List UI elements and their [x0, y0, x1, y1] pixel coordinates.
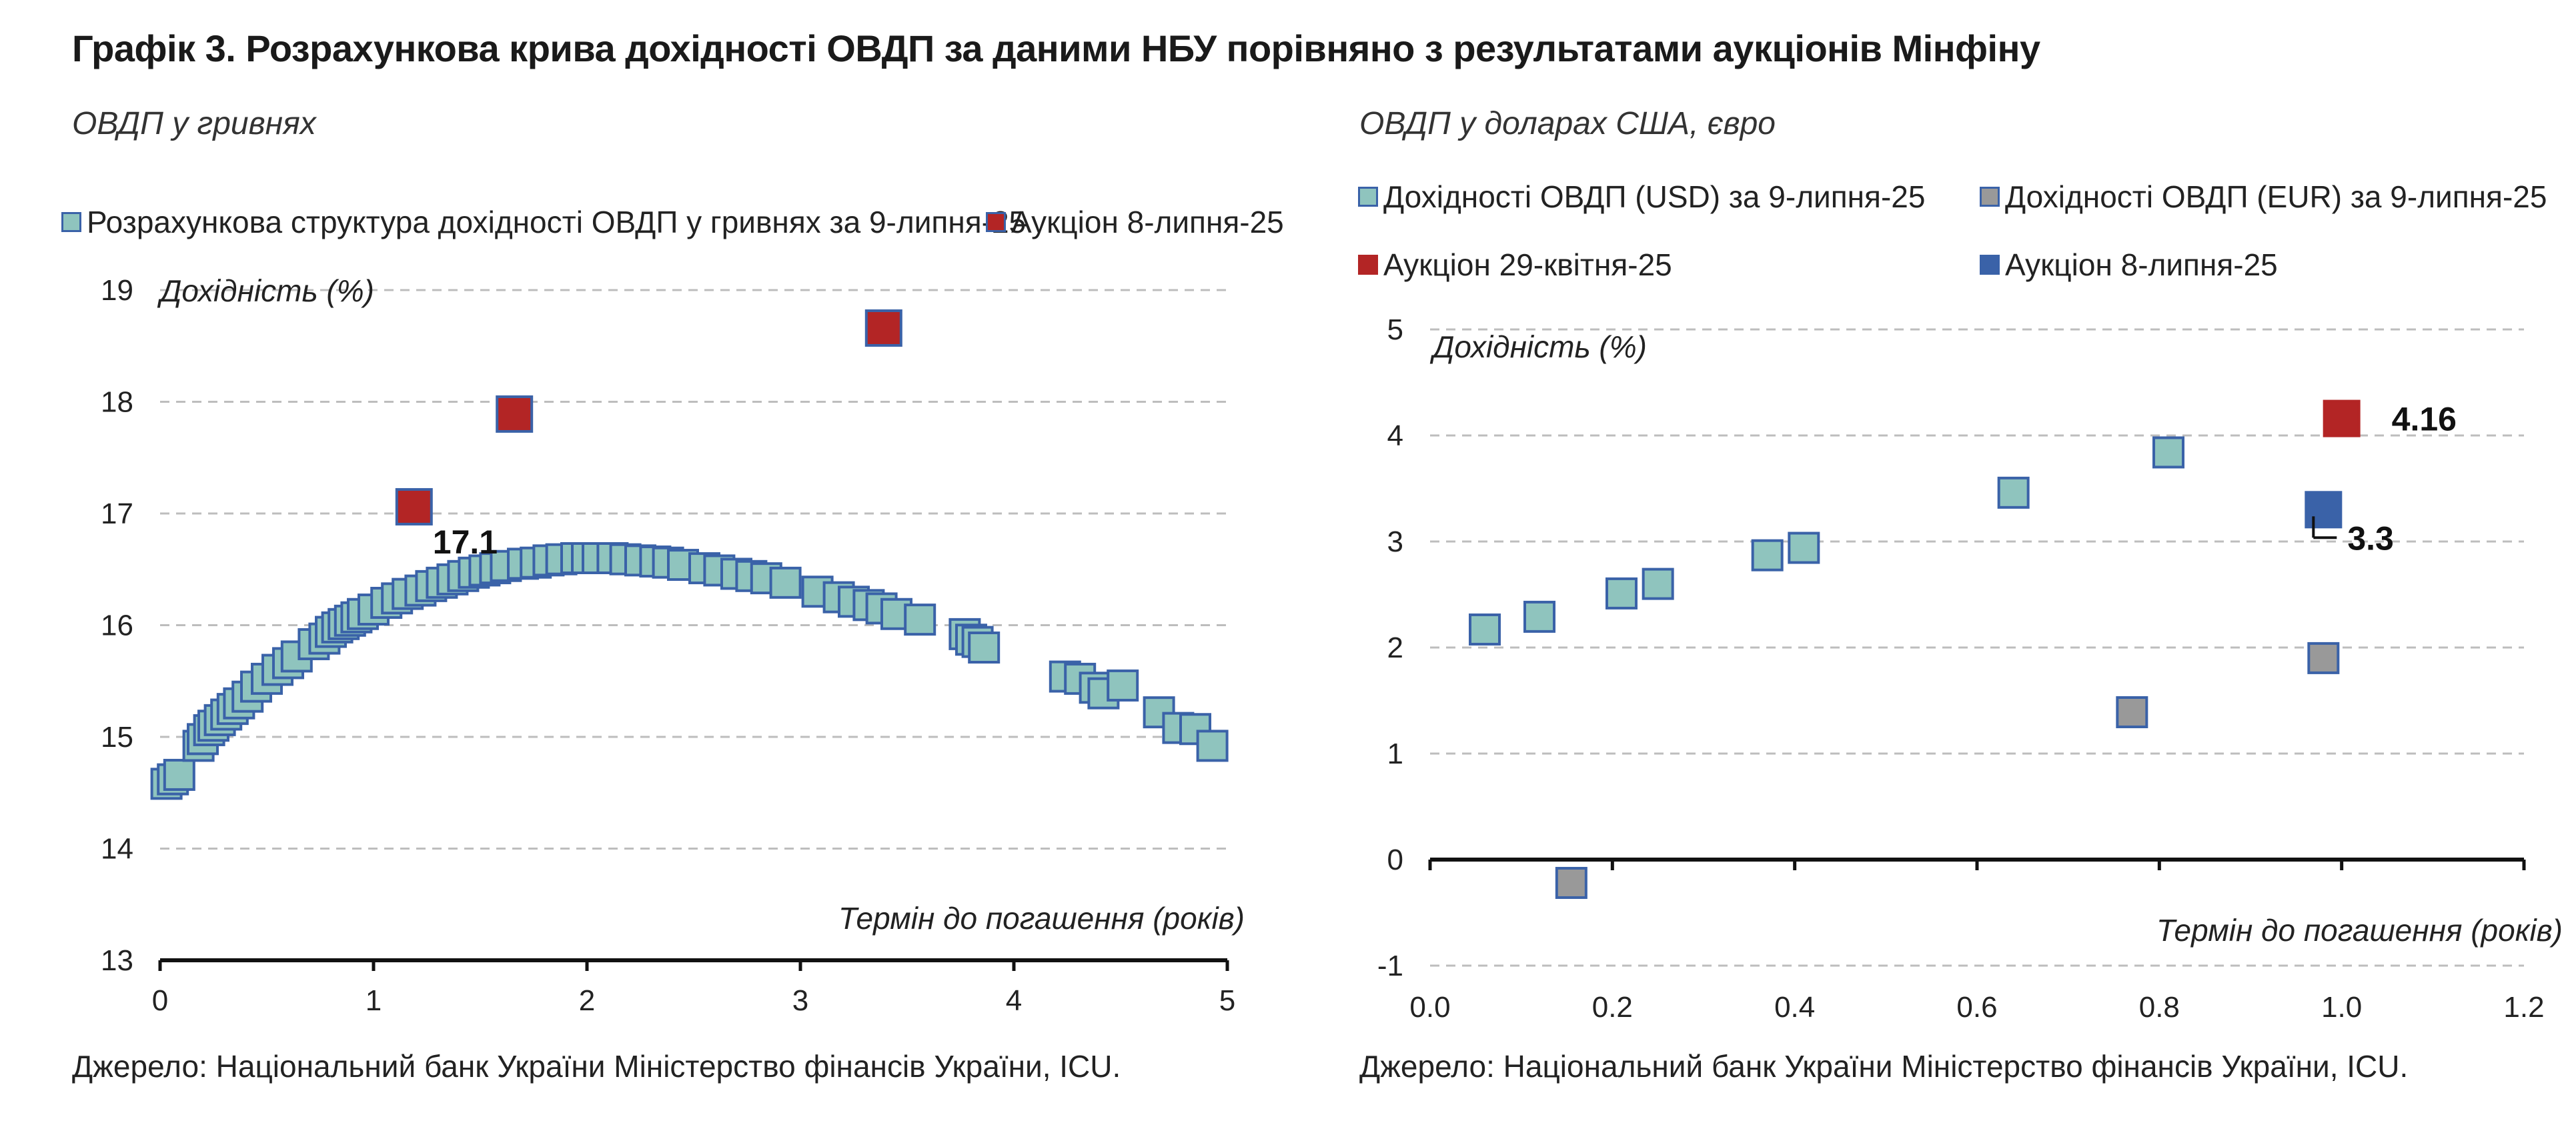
y-tick-label: 15	[101, 721, 133, 754]
x-tick-label: 1.0	[2321, 991, 2362, 1024]
data-point	[2323, 399, 2361, 437]
data-point	[2152, 436, 2184, 469]
data-point	[968, 632, 1001, 664]
y-axis-title: Дохідність (%)	[157, 273, 374, 308]
legend-swatch-teal-icon	[61, 212, 81, 232]
left-source-note: Джерело: Національний банк України Мініс…	[72, 1049, 1121, 1084]
data-point	[1179, 713, 1211, 746]
y-tick-label: 18	[101, 386, 133, 419]
y-tick-label: 16	[101, 610, 133, 642]
data-point	[2116, 696, 2148, 728]
data-point	[1997, 476, 2030, 509]
right-legend-item-usd: Дохідності ОВДП (USD) за 9-липня-25	[1358, 179, 1925, 215]
data-label: 3.3	[2347, 519, 2394, 557]
x-axis-title: Термін до погашення (років)	[838, 901, 1245, 936]
data-point	[769, 566, 802, 599]
y-tick-label: 0	[1387, 844, 1403, 876]
y-tick-label: 3	[1387, 525, 1403, 558]
left-chart-subtitle: ОВДП у гривнях	[72, 106, 316, 141]
data-point	[1196, 730, 1229, 762]
legend-swatch-red-icon	[986, 212, 1006, 232]
right-legend-label-auction-april: Аукціон 29-квітня-25	[1383, 247, 1672, 282]
data-point	[496, 395, 534, 433]
y-tick-label: 17	[101, 497, 133, 530]
x-tick-label: 1	[366, 984, 382, 1017]
x-tick-label: 0.4	[1774, 991, 1815, 1024]
y-tick-label: 5	[1387, 313, 1403, 346]
data-label: 17.1	[433, 523, 498, 561]
left-legend-label-curve: Розрахункова структура дохідності ОВДП у…	[87, 205, 1027, 239]
legend-swatch-red-icon	[1358, 255, 1378, 275]
y-tick-label: 2	[1387, 632, 1403, 664]
y-tick-label: -1	[1377, 950, 1403, 982]
right-legend-label-eur: Дохідності ОВДП (EUR) за 9-липня-25	[2005, 179, 2547, 214]
right-legend-item-eur: Дохідності ОВДП (EUR) за 9-липня-25	[1980, 179, 2547, 215]
data-point	[864, 309, 902, 347]
y-tick-label: 19	[101, 274, 133, 307]
x-tick-label: 5	[1219, 984, 1235, 1017]
data-point	[1788, 531, 1820, 564]
left-legend-item-curve: Розрахункова структура дохідності ОВДП у…	[61, 204, 1026, 240]
data-point	[1751, 539, 1784, 572]
data-point	[1107, 669, 1139, 702]
right-legend-label-usd: Дохідності ОВДП (USD) за 9-липня-25	[1383, 179, 1926, 214]
legend-swatch-teal-icon	[1358, 187, 1378, 207]
data-point	[395, 487, 433, 525]
legend-swatch-grey-icon	[1980, 187, 2000, 207]
right-legend-label-auction-july: Аукціон 8-липня-25	[2005, 247, 2278, 282]
data-point	[163, 758, 195, 791]
data-label: 4.16	[2392, 401, 2457, 438]
data-point	[1642, 568, 1674, 600]
x-tick-label: 3	[792, 984, 808, 1017]
y-tick-label: 14	[101, 833, 133, 866]
data-point	[1605, 577, 1638, 610]
x-tick-label: 0.0	[1409, 991, 1450, 1024]
right-chart-subtitle: ОВДП у доларах США, євро	[1359, 106, 1776, 141]
data-point	[1523, 600, 1555, 633]
right-legend-item-auction-july: Аукціон 8-липня-25	[1980, 247, 2278, 283]
right-source-note: Джерело: Національний банк України Мініс…	[1359, 1049, 2409, 1084]
x-tick-label: 0	[152, 984, 168, 1017]
x-tick-label: 1.2	[2503, 991, 2544, 1024]
x-axis-title: Термін до погашення (років)	[2156, 913, 2563, 948]
x-tick-label: 0.2	[1592, 991, 1633, 1024]
data-point	[2307, 642, 2340, 674]
x-tick-label: 0.8	[2139, 991, 2180, 1024]
legend-swatch-blue-icon	[1980, 255, 2000, 275]
x-tick-label: 0.6	[1956, 991, 1997, 1024]
data-point	[2305, 491, 2343, 529]
y-tick-label: 4	[1387, 419, 1403, 452]
y-tick-label: 13	[101, 944, 133, 977]
x-tick-label: 2	[579, 984, 595, 1017]
data-point	[1555, 866, 1587, 899]
left-legend-label-auction: Аукціон 8-липня-25	[1011, 205, 1284, 239]
data-point	[904, 604, 936, 636]
x-tick-label: 4	[1006, 984, 1022, 1017]
chart-title: Графік 3. Розрахункова крива дохідності …	[72, 27, 2040, 69]
y-tick-label: 1	[1387, 738, 1403, 770]
right-legend-item-auction-april: Аукціон 29-квітня-25	[1358, 247, 1672, 283]
left-legend-item-auction: Аукціон 8-липня-25	[986, 204, 1284, 240]
y-axis-title: Дохідність (%)	[1429, 329, 1647, 364]
data-point	[1469, 613, 1501, 646]
